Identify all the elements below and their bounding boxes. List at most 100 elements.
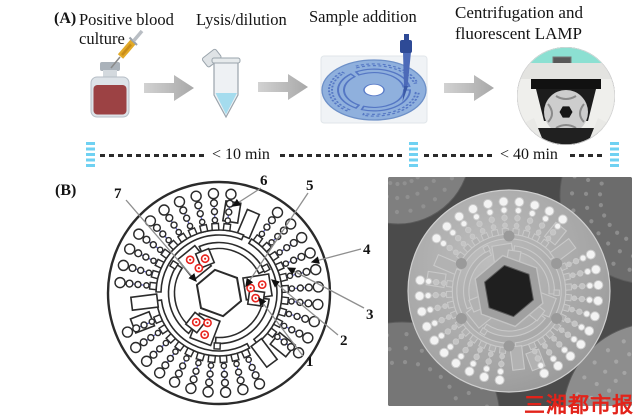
comb-tooth (198, 223, 209, 234)
centrifuge-instrument-photo (517, 47, 615, 145)
arrow-icon (258, 74, 308, 100)
reaction-well (549, 229, 557, 236)
timeline-duration-2: < 40 min (500, 146, 558, 163)
reaction-well (304, 247, 316, 259)
comb-tooth (561, 303, 571, 313)
center-hexagon-hole (195, 268, 243, 318)
reaction-well (283, 243, 291, 252)
reaction-well (482, 198, 493, 209)
reaction-well (431, 319, 439, 327)
reaction-well (132, 324, 141, 333)
reaction-well (498, 196, 509, 207)
reaction-well (578, 282, 586, 290)
reaction-well (513, 222, 520, 229)
reaction-well (162, 339, 170, 347)
reaction-well (276, 249, 283, 256)
reaction-well (210, 207, 219, 216)
reaction-well (485, 358, 492, 365)
reaction-well (476, 220, 483, 228)
comb-tooth (207, 354, 217, 364)
reaction-well (220, 370, 229, 379)
reaction-well (451, 324, 458, 331)
comb-tooth (564, 283, 573, 291)
reaction-well (282, 260, 290, 267)
reaction-well (460, 220, 468, 228)
reaction-well (165, 213, 174, 223)
callout-pointer-line (245, 192, 309, 288)
comb-tooth (268, 250, 280, 262)
alignment-dot (455, 313, 467, 324)
step3-title: Sample addition (309, 7, 417, 26)
reaction-well (133, 228, 145, 240)
reaction-well (490, 224, 497, 230)
reaction-well (500, 206, 508, 214)
callout-pointer-line (286, 267, 365, 309)
reaction-well (585, 296, 594, 304)
step1-title-line1: Positive blood (79, 10, 174, 29)
reaction-well (289, 256, 298, 264)
comb-tooth (545, 329, 555, 340)
reaction-well (454, 211, 465, 222)
timeline-tick-start (86, 142, 95, 169)
reaction-well (528, 209, 536, 217)
reaction-well (570, 335, 578, 343)
reaction-well (593, 280, 604, 291)
reaction-well (220, 378, 230, 387)
disc-sector (213, 206, 325, 359)
reaction-well (288, 298, 295, 305)
reaction-well (198, 218, 206, 226)
comb-tooth (184, 346, 195, 358)
comb-tooth (527, 341, 537, 351)
reaction-well (225, 208, 233, 216)
background-disc (388, 177, 471, 225)
alignment-dot (551, 258, 563, 269)
comb-tooth (219, 354, 228, 364)
reaction-well (565, 351, 576, 362)
reaction-well (589, 311, 600, 322)
reaction-well (237, 383, 249, 396)
reaction-well (148, 318, 156, 325)
reaction-well (526, 217, 534, 224)
comb-tooth (462, 243, 473, 253)
reaction-well (572, 257, 580, 265)
reaction-well (486, 208, 494, 216)
reaction-well (421, 321, 432, 332)
comb-tooth (468, 334, 479, 344)
comb-tooth (521, 229, 531, 239)
timeline-dash (100, 154, 208, 157)
reaction-well (469, 233, 476, 240)
alignment-dot (503, 230, 515, 242)
reaction-well (454, 234, 462, 242)
reaction-well (577, 270, 584, 277)
reaction-well (150, 257, 157, 265)
reaction-well (467, 341, 473, 347)
reaction-well (583, 310, 591, 318)
reaction-well (429, 335, 440, 346)
reaction-well (286, 272, 294, 280)
comb-tooth (539, 238, 550, 249)
callout-pointer-lines (125, 187, 365, 357)
timeline-tick-end (610, 142, 619, 169)
reaction-well (125, 279, 134, 288)
reaction-well (564, 317, 571, 324)
reaction-well (140, 321, 148, 329)
reaction-well (196, 209, 204, 218)
reaction-well (289, 238, 298, 248)
reaction-well (144, 215, 157, 227)
microfluidic-disc-icon (320, 55, 428, 124)
reaction-well (128, 263, 137, 273)
reaction-well (236, 376, 245, 385)
reaction-well (424, 291, 432, 300)
reaction-well (285, 310, 293, 318)
reaction-well (446, 343, 454, 351)
reaction-well (234, 368, 243, 376)
reaction-well (179, 206, 188, 215)
reaction-well (152, 223, 162, 232)
comb-tooth (480, 231, 490, 241)
reaction-well (432, 278, 440, 286)
reaction-well (578, 295, 586, 303)
reaction-well (534, 355, 541, 362)
reaction-well (309, 263, 322, 276)
panel-b-label: (B) (55, 182, 77, 199)
reaction-well (593, 295, 604, 306)
